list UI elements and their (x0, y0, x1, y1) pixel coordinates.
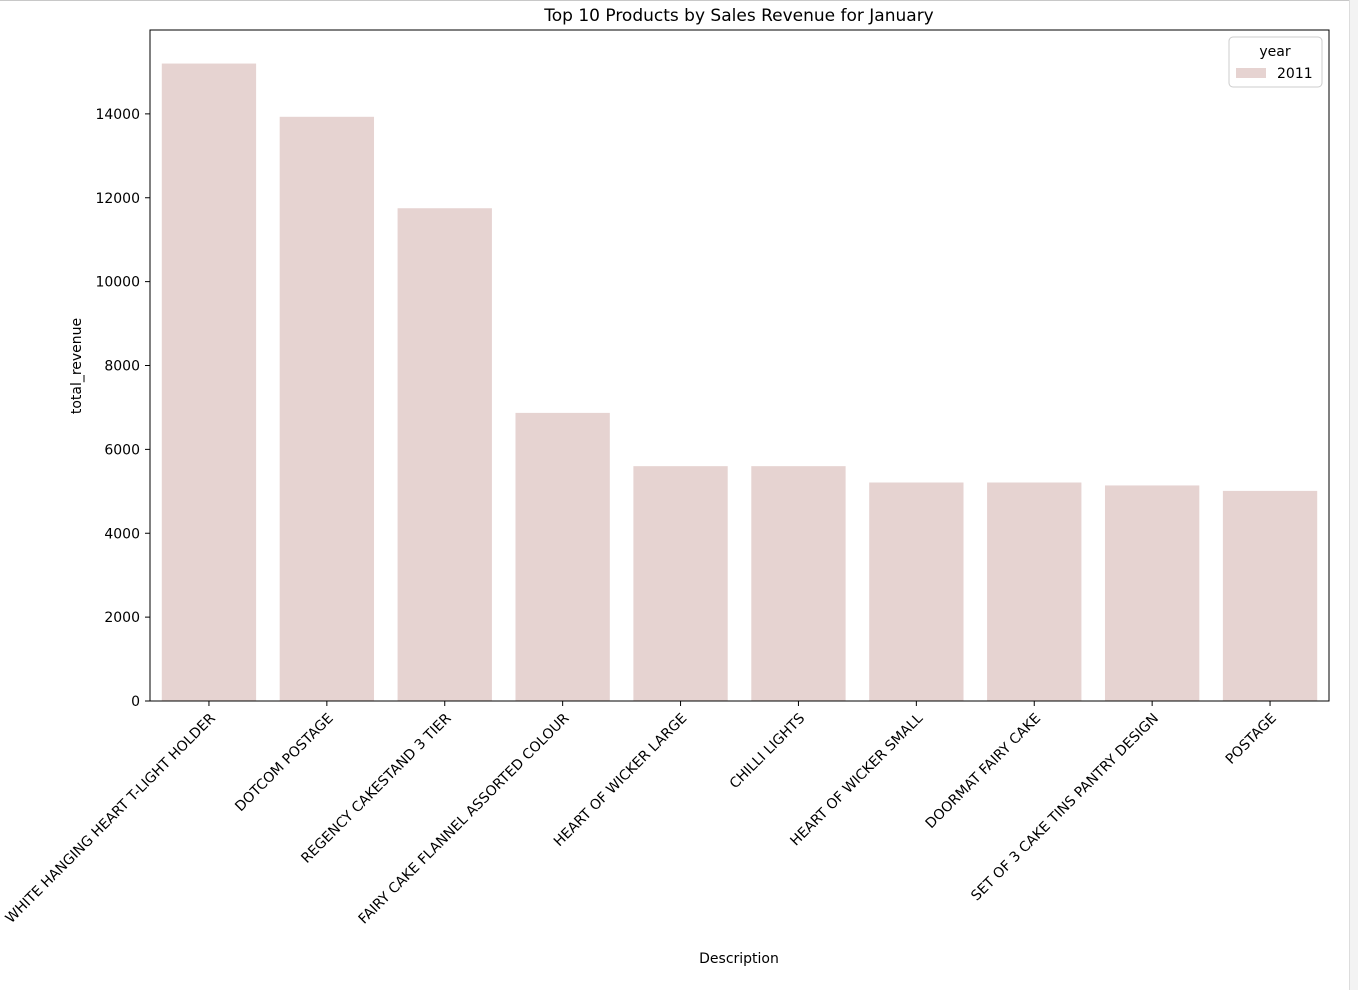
x-axis: WHITE HANGING HEART T-LIGHT HOLDER DOTCOM… (3, 701, 1280, 927)
x-tick-label: POSTAGE (1223, 711, 1280, 768)
legend-swatch (1236, 68, 1266, 78)
y-tick-label: 2000 (104, 610, 140, 626)
x-tick-label: CHILLI LIGHTS (727, 710, 809, 792)
bar (1104, 485, 1200, 701)
legend: year 2011 (1228, 36, 1323, 88)
bar (515, 412, 610, 701)
bar (279, 116, 375, 702)
bar (987, 482, 1082, 701)
x-tick-label: FAIRY CAKE FLANNEL ASSORTED COLOUR (356, 710, 573, 927)
x-tick-label: DOORMAT FAIRY CAKE (923, 711, 1044, 832)
legend-entry-label: 2011 (1277, 66, 1313, 82)
y-tick-label: 12000 (95, 191, 140, 207)
x-tick-label: WHITE HANGING HEART T-LIGHT HOLDER (3, 710, 219, 926)
bar (397, 208, 492, 701)
y-tick-label: 4000 (104, 526, 140, 542)
window-top-border (0, 0, 1358, 1)
bar (633, 466, 728, 701)
y-tick-label: 8000 (104, 359, 140, 375)
bar (161, 63, 257, 702)
bar (1222, 490, 1318, 701)
bar (869, 482, 964, 701)
chart-title: Top 10 Products by Sales Revenue for Jan… (543, 6, 934, 26)
bar (751, 466, 846, 701)
x-axis-label: Description (699, 951, 779, 967)
plot-frame (149, 29, 1330, 702)
x-tick-label: HEART OF WICKER SMALL (787, 710, 926, 849)
y-tick-label: 6000 (104, 442, 140, 458)
x-tick-label: HEART OF WICKER LARGE (551, 711, 690, 850)
window-right-edge (1349, 0, 1358, 990)
y-tick-label: 14000 (95, 107, 140, 123)
legend-title: year (1259, 44, 1290, 60)
bars-group (161, 63, 1318, 702)
y-axis-label: total_revenue (69, 318, 85, 414)
y-tick-label: 0 (131, 694, 140, 710)
x-tick-label: DOTCOM POSTAGE (232, 711, 336, 815)
y-axis: 0 2000 4000 6000 8000 10000 12000 14000 (95, 107, 150, 710)
x-tick-label: SET OF 3 CAKE TINS PANTRY DESIGN (968, 711, 1162, 905)
y-tick-label: 10000 (95, 275, 140, 291)
